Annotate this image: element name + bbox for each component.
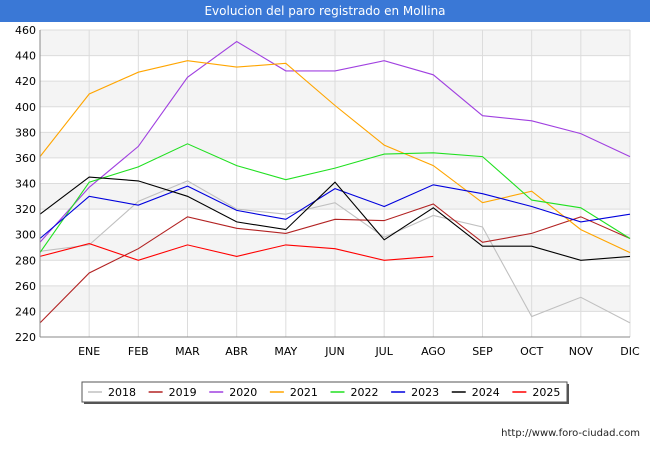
y-tick-label: 380	[15, 126, 36, 139]
axes	[39, 30, 630, 338]
series-line-2023	[39, 184, 631, 239]
x-tick-label: ENE	[78, 345, 100, 358]
series-line-2019	[39, 203, 631, 324]
x-tick-label: FEB	[128, 345, 149, 358]
series-line-2018	[39, 180, 631, 324]
y-tick-label: 240	[15, 305, 36, 318]
legend: 2018 2019 2020 2021 2022 2023 2024 2025	[81, 381, 569, 404]
y-tick-label: 320	[15, 203, 36, 216]
legend-label-2019: 2019	[169, 386, 197, 399]
legend-label-2020: 2020	[229, 386, 257, 399]
chart-title: Evolucion del paro registrado en Mollina	[0, 0, 650, 22]
x-tick-label: SEP	[472, 345, 493, 358]
series-line-2024	[39, 176, 631, 261]
legend-label-2022: 2022	[351, 386, 379, 399]
y-tick-label: 300	[15, 229, 36, 242]
x-tick-labels: ENE FEB MAR ABR MAY JUN JUL AGO SEP OCT NOV DIC	[78, 345, 640, 358]
series-line-2020	[39, 40, 631, 243]
x-tick-label: JUN	[324, 345, 345, 358]
grid-lines	[39, 29, 631, 338]
line-chart: 220240260280300320340360380400420440460 …	[15, 24, 640, 404]
legend-label-2021: 2021	[290, 386, 318, 399]
series-layer	[39, 40, 631, 324]
y-tick-label: 440	[15, 50, 36, 63]
y-tick-label: 420	[15, 75, 36, 88]
y-tick-label: 460	[15, 24, 36, 37]
y-tick-labels: 220 240 260 280 300 320 340 360 380 400 420 440 460	[15, 24, 36, 344]
y-tick-label: 280	[15, 254, 36, 267]
legend-label-2024: 2024	[472, 386, 500, 399]
y-tick-label: 340	[15, 178, 36, 191]
series-line-2022	[39, 143, 631, 253]
x-tick-label: NOV	[569, 345, 594, 358]
x-tick-label: AGO	[421, 345, 446, 358]
x-tick-label: OCT	[520, 345, 543, 358]
legend-label-2025: 2025	[532, 386, 560, 399]
x-tick-label: JUL	[374, 345, 393, 358]
legend-label-2023: 2023	[411, 386, 439, 399]
x-tick-label: MAY	[274, 345, 297, 358]
legend-label-2018: 2018	[108, 386, 136, 399]
x-tick-label: ABR	[225, 345, 248, 358]
y-tick-label: 400	[15, 101, 36, 114]
series-line-2021	[39, 60, 631, 254]
series-line-2025	[39, 243, 434, 261]
x-tick-label: MAR	[175, 345, 200, 358]
y-tick-label: 220	[15, 331, 36, 344]
x-tick-label: DIC	[620, 345, 640, 358]
y-tick-label: 260	[15, 280, 36, 293]
legend-box	[81, 381, 568, 403]
y-tick-label: 360	[15, 152, 36, 165]
source-url: http://www.foro-ciudad.com	[501, 428, 640, 439]
